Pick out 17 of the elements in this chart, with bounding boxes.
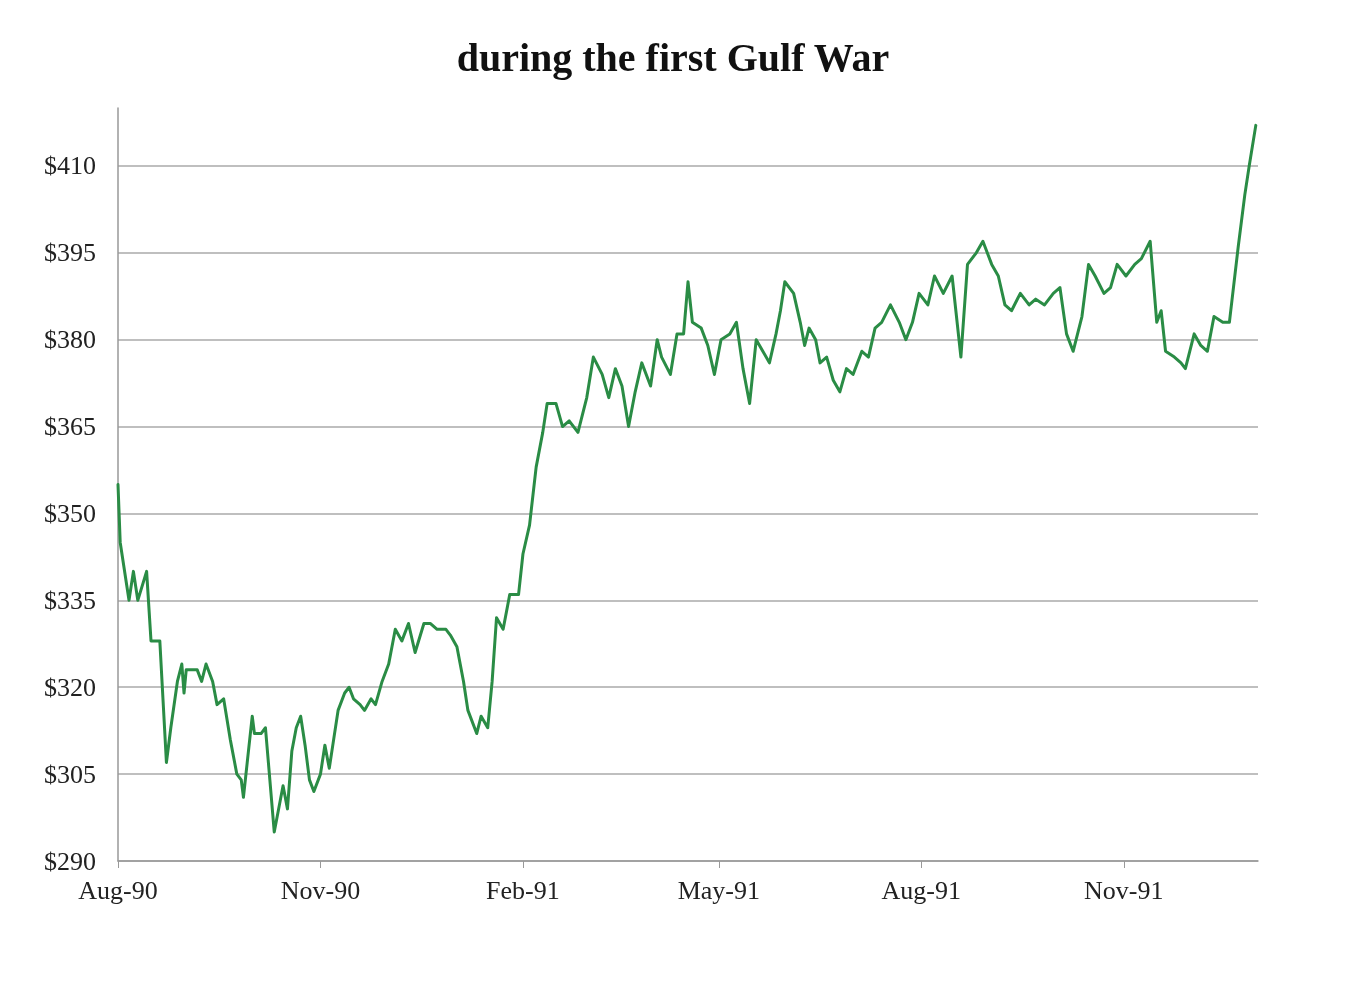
x-tick-label: Aug-90 [78,875,158,905]
y-tick-label: $380 [44,325,96,355]
y-tick-label: $320 [44,672,96,702]
x-tick-label: Nov-90 [280,875,361,905]
y-tick-label: $365 [44,412,96,442]
line-series [116,123,1258,834]
y-tick-label: $395 [44,238,96,268]
chart-title: during the first Gulf War [456,34,890,80]
x-tick-label: Feb-91 [486,875,560,905]
y-tick-label: $410 [44,151,96,181]
y-tick-label: $305 [44,759,96,789]
x-tick-label: Aug-91 [881,875,961,905]
x-tick-label: Nov-91 [1084,875,1164,905]
y-tick-label: $290 [44,846,96,876]
y-tick-label: $335 [44,585,96,615]
x-tick-label: May-91 [677,875,760,905]
y-tick-label: $350 [44,498,96,528]
